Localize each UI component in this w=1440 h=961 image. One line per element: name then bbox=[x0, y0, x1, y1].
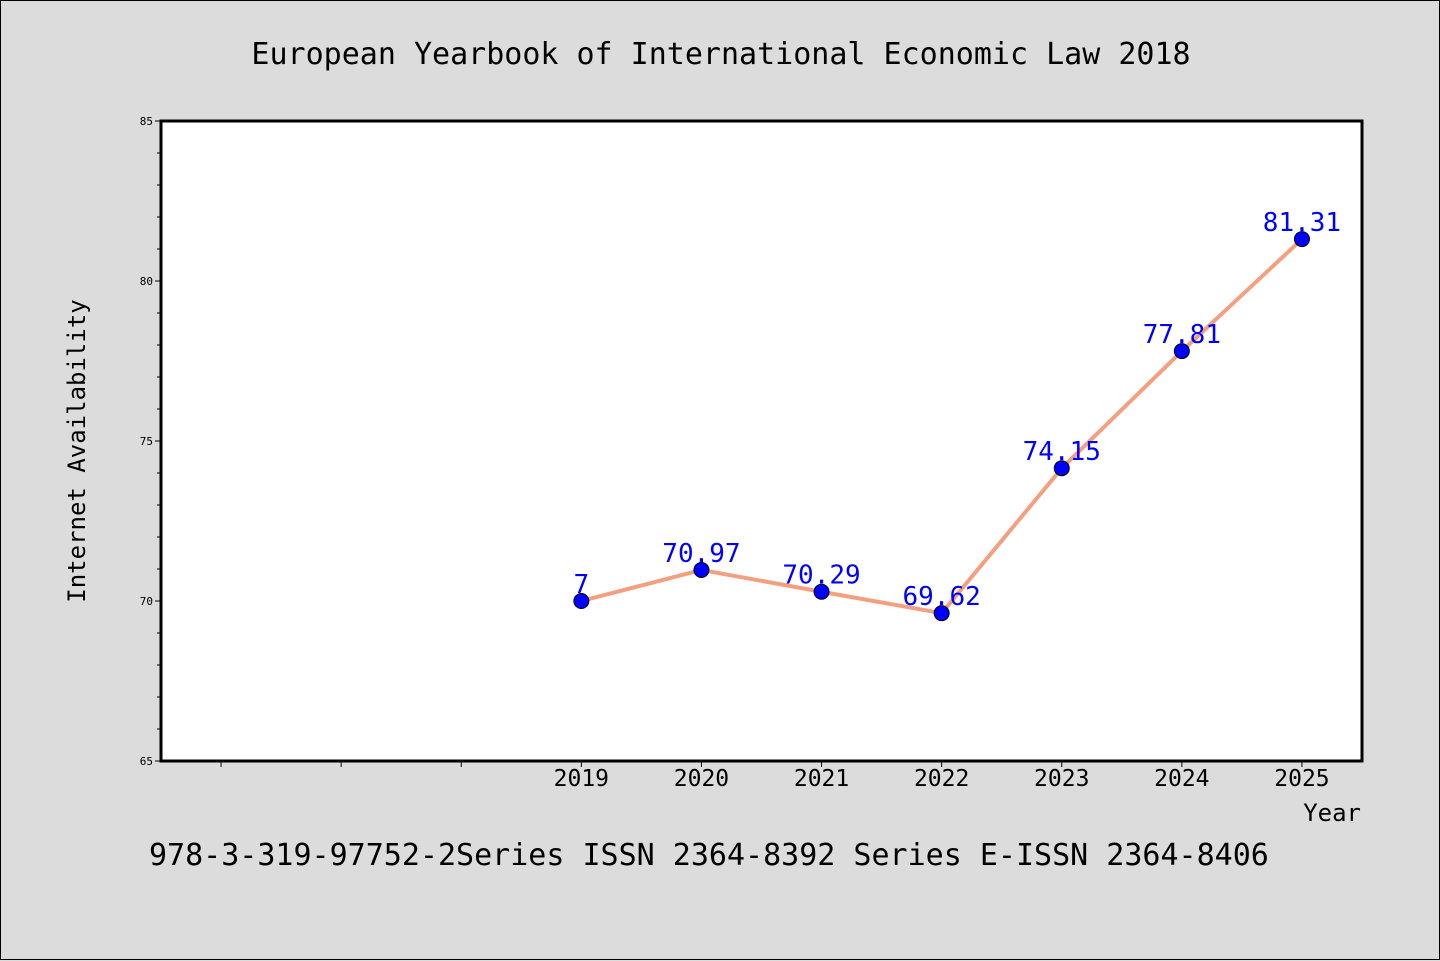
y-axis-ticks: 65 70 75 80 85 bbox=[140, 115, 161, 768]
y-tick-label: 70 bbox=[140, 595, 153, 608]
x-tick-label: 2020 bbox=[674, 766, 729, 792]
x-tick-label: 2024 bbox=[1154, 766, 1209, 792]
y-tick-label: 75 bbox=[140, 435, 153, 448]
data-label: 74.15 bbox=[1023, 437, 1101, 467]
y-tick-label: 65 bbox=[140, 755, 153, 768]
y-axis-label: Internet Availability bbox=[63, 299, 91, 602]
data-label: 69.62 bbox=[903, 582, 981, 612]
chart-title: European Yearbook of International Econo… bbox=[251, 37, 1190, 72]
data-point bbox=[1293, 231, 1310, 248]
data-point bbox=[933, 605, 950, 622]
x-tick-label: 2022 bbox=[914, 766, 969, 792]
x-tick-label: 2019 bbox=[554, 766, 609, 792]
x-tick-label: 2023 bbox=[1034, 766, 1089, 792]
data-label: 7 bbox=[574, 570, 590, 600]
data-label: 70.97 bbox=[662, 539, 740, 569]
y-tick-label: 85 bbox=[140, 115, 153, 128]
data-label: 70.29 bbox=[782, 561, 860, 591]
data-point bbox=[813, 583, 830, 600]
data-point bbox=[1173, 343, 1190, 360]
data-point bbox=[573, 593, 590, 609]
x-tick-label: 2025 bbox=[1274, 766, 1329, 792]
plot-area bbox=[159, 119, 1364, 763]
series-group: 7 70.97 70.29 69.62 74.15 77.81 81.31 bbox=[573, 208, 1341, 622]
x-tick-label: 2021 bbox=[794, 766, 849, 792]
data-point bbox=[693, 561, 710, 578]
data-point bbox=[1053, 460, 1070, 477]
data-label: 77.81 bbox=[1143, 320, 1221, 350]
y-tick-label: 80 bbox=[140, 275, 153, 288]
data-label: 81.31 bbox=[1263, 208, 1341, 238]
footer-text: 978-3-319-97752-2Series ISSN 2364-8392 S… bbox=[149, 838, 1269, 873]
x-axis-label: Year bbox=[1303, 799, 1361, 827]
x-axis-ticks: 2019 2020 2021 2022 2023 2024 2025 bbox=[220, 761, 1330, 792]
